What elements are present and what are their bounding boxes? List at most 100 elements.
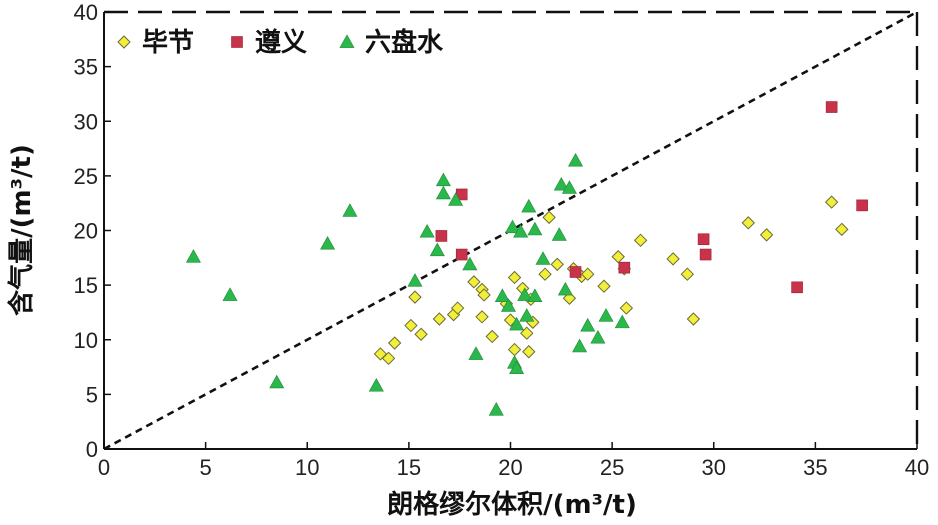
data-point-diamond: [408, 290, 422, 304]
data-point-triangle: [435, 185, 451, 200]
data-point-square: [791, 281, 803, 294]
data-point-triangle: [222, 287, 238, 301]
data-point-triangle: [429, 242, 445, 257]
y-axis: 0 5 10 15 20 25 30 35 40: [74, 0, 111, 462]
data-point-diamond: [611, 250, 625, 264]
x-tick-label: 25: [600, 455, 624, 480]
data-point-triangle: [521, 198, 537, 213]
data-point-triangle: [572, 338, 588, 353]
y-tick-label: 25: [74, 164, 98, 189]
data-point-diamond: [450, 301, 465, 315]
x-tick-label: 35: [803, 455, 827, 480]
data-point-triangle: [561, 180, 577, 194]
data-point-square: [569, 266, 582, 278]
data-point-triangle: [468, 346, 484, 360]
data-point-triangle: [519, 308, 535, 322]
data-point-triangle: [488, 402, 504, 416]
y-tick-label: 10: [74, 328, 98, 353]
legend-marker-square: [231, 36, 243, 48]
y-tick-label: 0: [86, 437, 98, 462]
data-point-triangle: [462, 256, 478, 271]
data-point-diamond: [741, 216, 756, 230]
data-point-diamond: [619, 301, 634, 315]
data-point-square: [697, 233, 710, 246]
data-point-triangle: [342, 203, 358, 217]
x-axis-title: 朗格缪尔体积/(m³/t): [387, 489, 637, 520]
data-point-triangle: [551, 227, 567, 241]
data-point-triangle: [527, 221, 543, 236]
legend-marker-diamond: [117, 35, 131, 49]
data-point-diamond: [432, 312, 447, 326]
data-point-diamond: [824, 195, 839, 209]
data-point-diamond: [550, 257, 564, 272]
data-point-diamond: [522, 345, 536, 359]
data-point-triangle: [527, 288, 543, 302]
data-point-triangle: [500, 298, 516, 312]
x-tick-label: 30: [702, 455, 726, 480]
y-tick-label: 20: [74, 219, 98, 244]
data-point-triangle: [535, 251, 551, 265]
data-point-triangle: [509, 316, 525, 331]
data-point-diamond: [381, 351, 396, 366]
data-point-triangle: [568, 152, 584, 167]
x-tick-label: 20: [498, 455, 522, 480]
data-point-triangle: [185, 249, 201, 263]
data-point-triangle: [505, 219, 521, 234]
x-axis: 0 5 10 15 20 25 30 35 40: [98, 442, 929, 480]
y-tick-label: 30: [74, 109, 98, 134]
data-point-triangle: [435, 172, 451, 187]
data-point-diamond: [581, 267, 595, 281]
legend: 毕节 遵义 六盘水: [117, 27, 444, 58]
data-point-triangle: [614, 314, 630, 329]
data-point-square: [435, 230, 448, 242]
legend-marker-triangle: [339, 34, 355, 48]
data-point-diamond: [507, 342, 522, 357]
data-point-diamond: [414, 327, 428, 341]
data-point-triangle: [320, 235, 336, 250]
data-point-diamond: [467, 275, 481, 289]
data-point-square: [699, 248, 712, 261]
x-tick-label: 0: [98, 455, 110, 480]
data-point-triangle: [494, 288, 510, 302]
data-point-diamond: [538, 267, 552, 281]
data-point-square: [825, 101, 838, 113]
data-point-diamond: [477, 288, 491, 302]
data-point-diamond: [680, 267, 695, 281]
data-point-triangle: [580, 317, 596, 332]
data-point-square: [618, 261, 631, 274]
data-point-square: [455, 248, 468, 261]
legend-label: 毕节: [142, 28, 194, 58]
y-tick-label: 40: [74, 0, 98, 25]
data-point-diamond: [597, 279, 611, 293]
y-tick-label: 5: [86, 382, 98, 407]
data-point-triangle: [419, 223, 435, 238]
y-tick-label: 35: [74, 55, 98, 80]
data-point-diamond: [759, 228, 774, 242]
data-point-triangle: [517, 287, 533, 301]
data-point-triangle: [598, 308, 614, 322]
data-point-diamond: [507, 270, 522, 285]
data-point-diamond: [835, 222, 849, 237]
data-point-diamond: [686, 312, 701, 326]
data-point-diamond: [666, 252, 680, 266]
data-point-triangle: [448, 192, 464, 206]
data-point-diamond: [633, 233, 648, 248]
data-point-diamond: [475, 310, 489, 324]
data-point-triangle: [509, 360, 525, 375]
legend-label: 遵义: [255, 27, 307, 58]
data-point-triangle: [407, 273, 423, 287]
data-point-square: [856, 199, 868, 212]
data-point-diamond: [387, 336, 402, 350]
data-point-diamond: [485, 329, 499, 344]
data-point-triangle: [590, 329, 606, 344]
data-point-triangle: [557, 281, 573, 296]
data-point-diamond: [404, 318, 418, 333]
data-points: [185, 101, 868, 416]
data-point-diamond: [542, 210, 556, 225]
legend-label: 六盘水: [365, 27, 444, 58]
x-tick-label: 5: [200, 455, 212, 480]
x-tick-label: 10: [295, 455, 319, 480]
y-tick-label: 15: [74, 273, 98, 298]
data-point-triangle: [553, 176, 569, 191]
